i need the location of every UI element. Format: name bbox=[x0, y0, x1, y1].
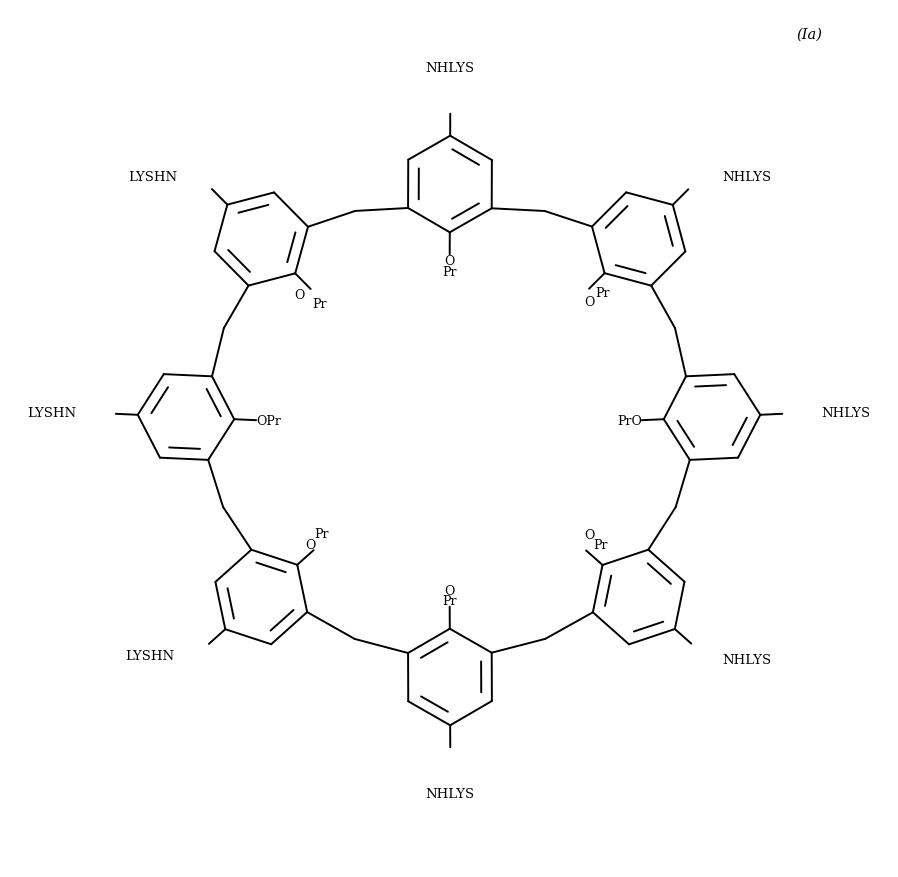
Text: Pr: Pr bbox=[594, 538, 608, 552]
Text: NHLYS: NHLYS bbox=[822, 407, 871, 420]
Text: LYSHN: LYSHN bbox=[125, 649, 174, 662]
Text: Pr: Pr bbox=[443, 266, 457, 279]
Text: O: O bbox=[295, 289, 305, 302]
Text: (Ia): (Ia) bbox=[796, 28, 822, 42]
Text: NHLYS: NHLYS bbox=[426, 62, 475, 75]
Text: O: O bbox=[445, 584, 455, 597]
Text: NHLYS: NHLYS bbox=[722, 653, 771, 667]
Text: NHLYS: NHLYS bbox=[723, 171, 771, 184]
Text: OPr: OPr bbox=[256, 414, 281, 427]
Text: PrO: PrO bbox=[617, 414, 642, 427]
Text: Pr: Pr bbox=[594, 287, 609, 300]
Text: O: O bbox=[585, 528, 594, 541]
Text: O: O bbox=[585, 296, 594, 309]
Text: Pr: Pr bbox=[443, 595, 457, 608]
Text: NHLYS: NHLYS bbox=[426, 787, 475, 800]
Text: O: O bbox=[445, 254, 455, 267]
Text: LYSHN: LYSHN bbox=[27, 407, 76, 420]
Text: LYSHN: LYSHN bbox=[128, 171, 178, 184]
Text: Pr: Pr bbox=[314, 528, 330, 540]
Text: Pr: Pr bbox=[312, 297, 327, 310]
Text: O: O bbox=[305, 538, 315, 551]
